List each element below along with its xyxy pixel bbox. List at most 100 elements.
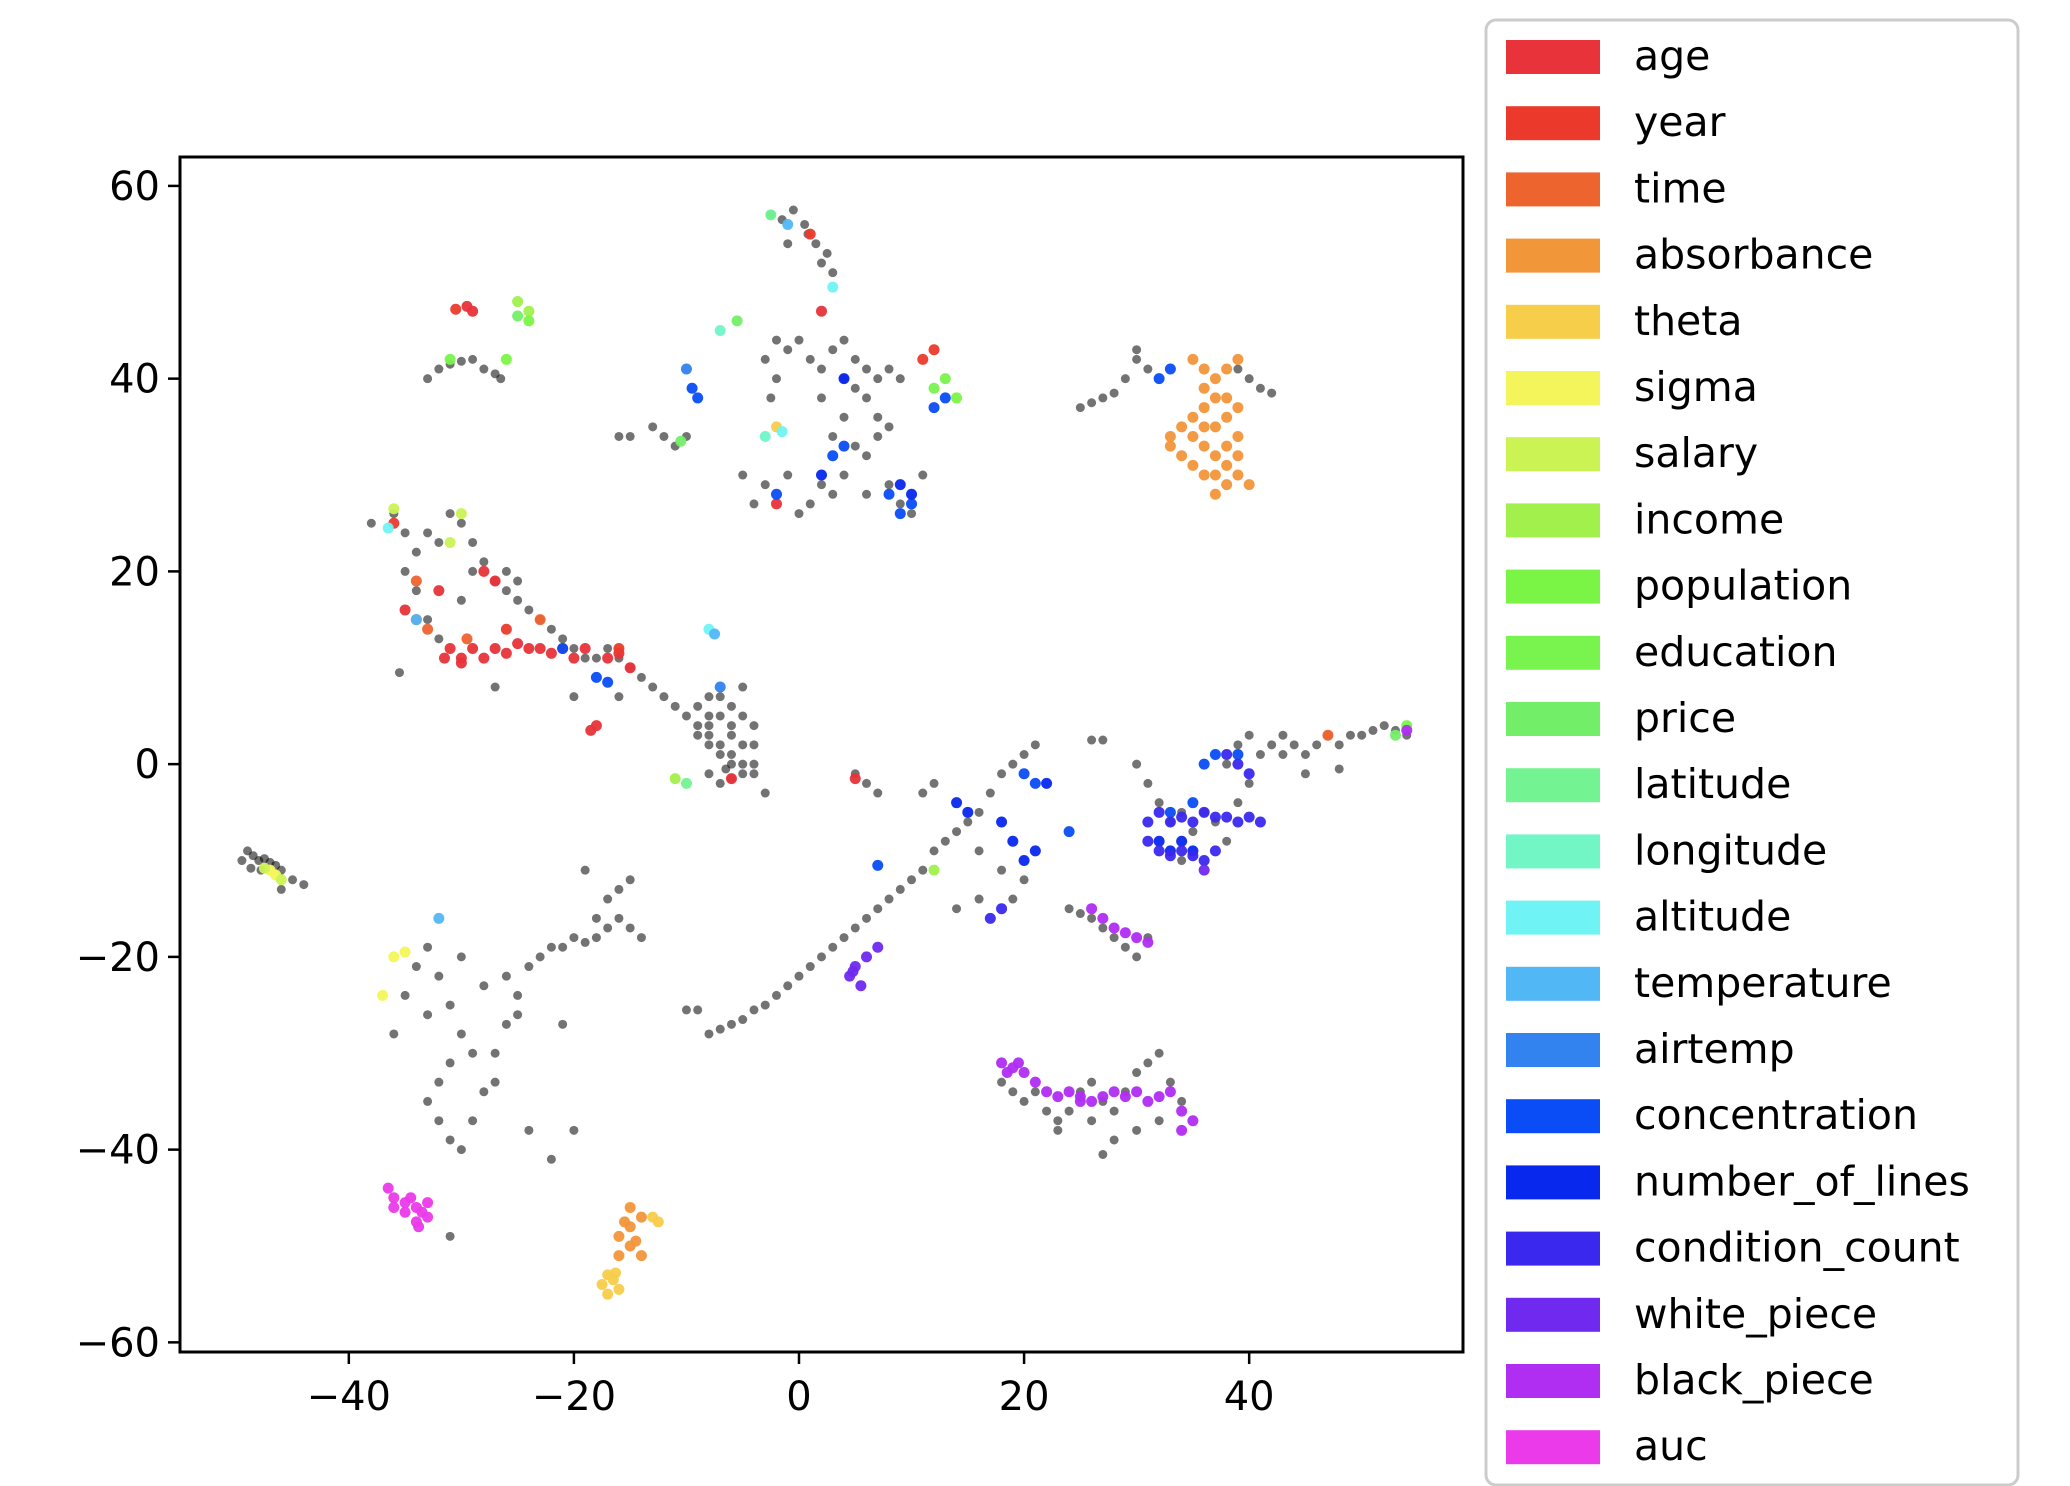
unlabeled-point — [715, 778, 725, 788]
point-year — [500, 623, 512, 635]
unlabeled-point — [715, 1024, 725, 1034]
point-age — [478, 652, 490, 664]
point-time — [1322, 729, 1334, 741]
unlabeled-point — [569, 692, 579, 702]
point-absorbance — [1243, 479, 1255, 491]
unlabeled-point — [862, 451, 872, 461]
unlabeled-point — [468, 566, 478, 576]
legend-swatch-sigma — [1506, 371, 1600, 405]
unlabeled-point — [468, 1048, 478, 1058]
unlabeled-point — [490, 682, 500, 692]
point-absorbance — [1187, 353, 1199, 365]
legend-swatch-longitude — [1506, 834, 1600, 869]
point-absorbance — [1198, 382, 1210, 394]
point-price — [731, 315, 743, 327]
unlabeled-point — [766, 393, 776, 403]
unlabeled-point — [1334, 764, 1344, 774]
unlabeled-point — [704, 769, 714, 779]
point-condition_count — [1153, 845, 1165, 857]
point-condition_count — [996, 903, 1008, 915]
point-concentration — [906, 498, 918, 510]
unlabeled-point — [1019, 1096, 1029, 1106]
point-auc — [405, 1192, 417, 1204]
unlabeled-point — [884, 894, 894, 904]
point-absorbance — [1164, 430, 1176, 442]
unlabeled-point — [1098, 735, 1108, 745]
legend-swatch-condition_count — [1506, 1231, 1600, 1266]
y-tick-label: 0 — [135, 742, 160, 788]
point-condition_count — [1164, 816, 1176, 828]
unlabeled-point — [873, 904, 883, 914]
unlabeled-point — [580, 865, 590, 875]
unlabeled-point — [1222, 759, 1232, 769]
unlabeled-point — [715, 750, 725, 759]
unlabeled-point — [715, 692, 725, 702]
unlabeled-point — [445, 1135, 455, 1145]
unlabeled-point — [1109, 933, 1119, 943]
point-absorbance — [1209, 450, 1221, 462]
point-concentration — [692, 392, 704, 404]
legend-label-year: year — [1634, 98, 1726, 146]
point-altitude — [827, 281, 839, 293]
point-salary — [275, 874, 287, 886]
point-concentration — [1232, 749, 1244, 760]
unlabeled-point — [805, 499, 815, 509]
point-black_piece — [1097, 1091, 1109, 1103]
unlabeled-point — [1300, 769, 1310, 779]
unlabeled-point — [771, 990, 781, 1000]
unlabeled-point — [614, 692, 624, 702]
unlabeled-point — [558, 634, 568, 644]
unlabeled-point — [760, 788, 770, 798]
unlabeled-point — [1255, 383, 1265, 393]
unlabeled-point — [974, 894, 984, 904]
point-black_piece — [1063, 1086, 1075, 1098]
unlabeled-point — [479, 364, 489, 374]
point-auc — [422, 1197, 434, 1209]
unlabeled-point — [873, 788, 883, 798]
point-age — [438, 652, 450, 664]
unlabeled-point — [1019, 875, 1029, 885]
point-concentration — [928, 402, 940, 414]
unlabeled-point — [918, 865, 928, 875]
unlabeled-point — [749, 740, 759, 750]
point-age — [500, 647, 512, 659]
unlabeled-point — [603, 643, 613, 653]
point-concentration — [770, 488, 782, 500]
unlabeled-point — [1030, 740, 1040, 750]
legend-swatch-temperature — [1506, 966, 1600, 1001]
unlabeled-point — [817, 258, 826, 268]
point-sigma — [377, 989, 389, 1001]
point-black_piece — [1041, 1086, 1053, 1098]
legend-label-number_of_lines: number_of_lines — [1634, 1157, 1970, 1205]
unlabeled-point — [862, 778, 872, 788]
x-tick-label: −40 — [307, 1374, 391, 1420]
unlabeled-point — [783, 239, 793, 249]
point-black_piece — [1029, 1076, 1041, 1088]
point-population — [500, 353, 512, 365]
unlabeled-point — [501, 971, 511, 981]
unlabeled-point — [839, 335, 849, 345]
point-year — [450, 303, 462, 315]
unlabeled-point — [423, 528, 433, 538]
point-condition_count — [1187, 850, 1199, 862]
unlabeled-point — [794, 335, 804, 345]
plot-area-frame — [178, 155, 1465, 1354]
unlabeled-point — [738, 1015, 748, 1025]
unlabeled-point — [693, 701, 703, 711]
unlabeled-point — [738, 769, 748, 779]
unlabeled-point — [490, 1048, 500, 1058]
unlabeled-point — [817, 364, 826, 374]
point-black_piece — [1108, 1086, 1120, 1098]
unlabeled-point — [1087, 398, 1097, 408]
point-income — [669, 773, 681, 785]
point-number_of_lines — [838, 373, 850, 385]
unlabeled-point — [681, 1005, 691, 1015]
unlabeled-point — [873, 412, 883, 422]
unlabeled-point — [749, 721, 759, 731]
unlabeled-point — [929, 846, 939, 856]
point-absorbance — [1176, 421, 1188, 433]
unlabeled-point — [625, 923, 635, 933]
point-number_of_lines — [1153, 835, 1165, 847]
unlabeled-point — [817, 393, 826, 403]
point-black_piece — [1086, 1095, 1098, 1107]
